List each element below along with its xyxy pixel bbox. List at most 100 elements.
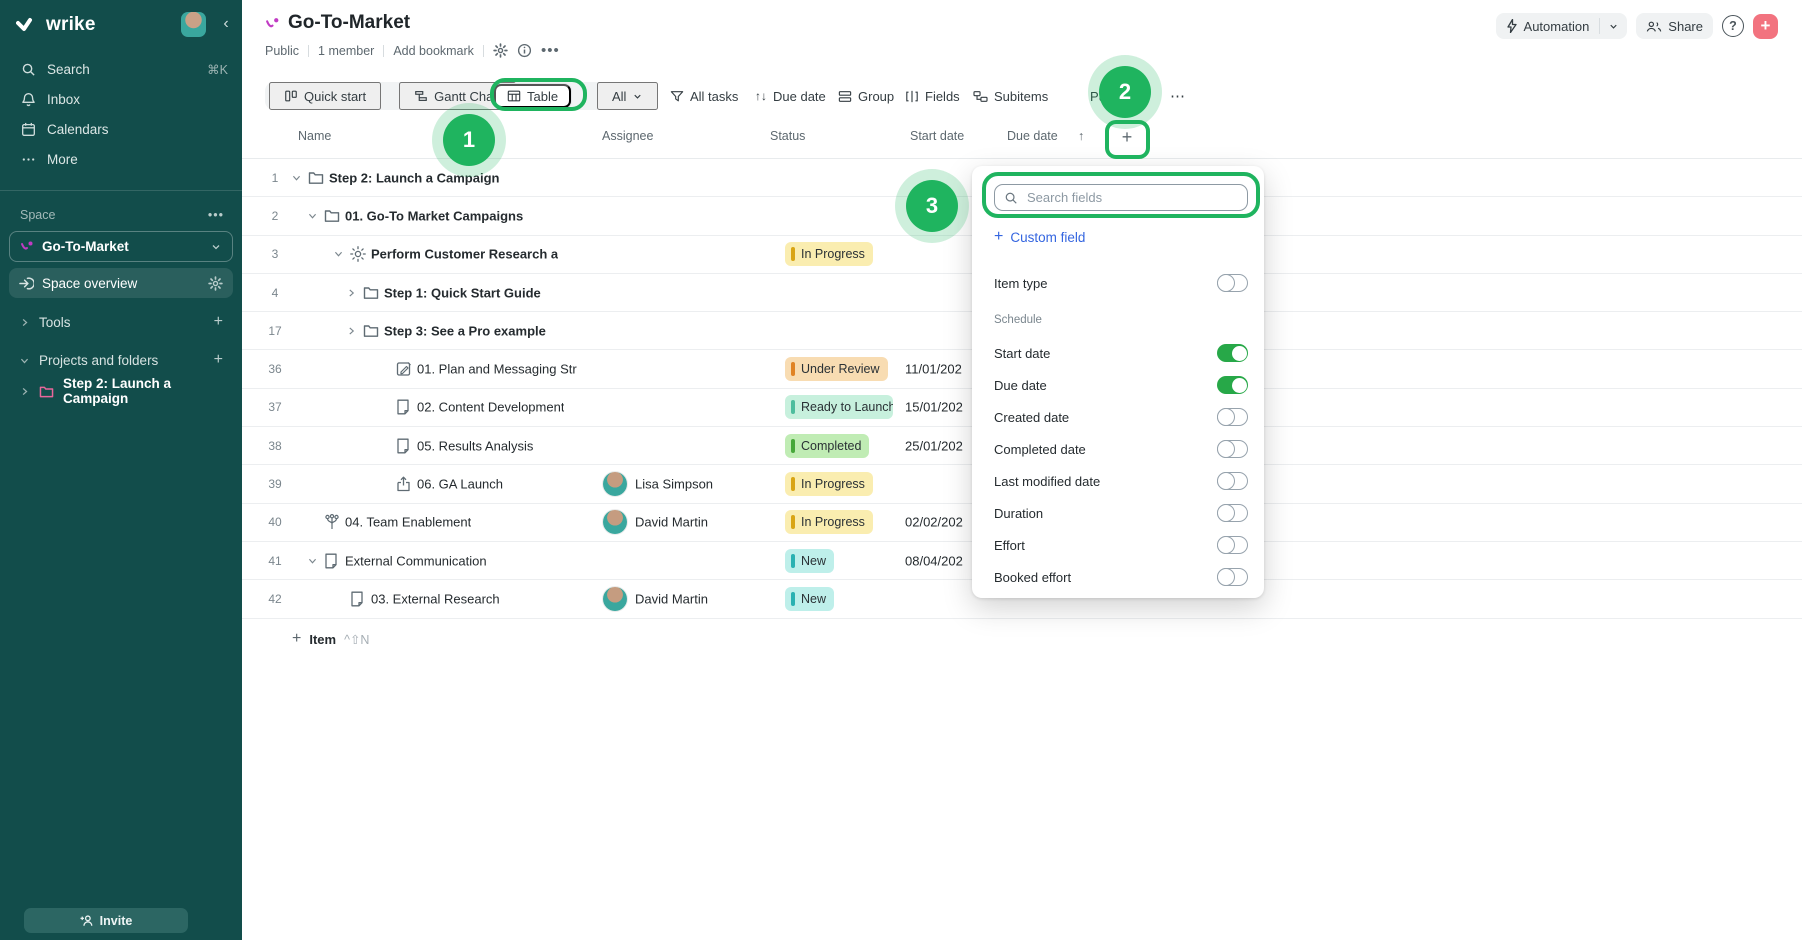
more-options-icon[interactable]: ••• (540, 42, 560, 59)
chevron-right-icon (19, 386, 30, 397)
create-new-button[interactable]: + (1753, 13, 1778, 39)
gear-icon[interactable] (208, 275, 223, 291)
assignee-avatar[interactable] (603, 472, 627, 497)
add-bookmark-link[interactable]: Add bookmark (393, 43, 474, 58)
share-button[interactable]: Share (1636, 13, 1713, 39)
column-header-due-date[interactable]: Due date (1007, 129, 1058, 143)
status-badge[interactable]: Completed (785, 433, 870, 458)
automation-button[interactable]: Automation (1496, 13, 1600, 39)
toolbar-more-icon[interactable]: ⋯ (1170, 88, 1186, 105)
status-badge[interactable]: In Progress (785, 472, 873, 497)
tab-table[interactable]: Table (494, 84, 572, 108)
status-badge[interactable]: New (785, 548, 835, 573)
task-name[interactable]: Perform Customer Research a (371, 246, 559, 262)
field-toggle[interactable] (1217, 535, 1248, 554)
sidebar-item-more[interactable]: More (0, 144, 242, 174)
sidebar-item-tools[interactable]: Tools + (9, 308, 233, 336)
sidebar-item-projects-and-folders[interactable]: Projects and folders + (9, 346, 233, 374)
gantt-chart-icon (414, 89, 428, 103)
sidebar-item-project-step2[interactable]: Step 2: Launch a Campaign (9, 376, 233, 406)
column-header-assignee[interactable]: Assignee (602, 129, 654, 143)
task-name[interactable]: 02. Content Development (417, 399, 565, 415)
space-selector[interactable]: Go-To-Market (9, 231, 233, 262)
wrike-logo[interactable]: wrike (16, 14, 96, 36)
table-row[interactable]: 42 03. External Research David Martin New (242, 580, 1802, 619)
field-toggle[interactable] (1217, 439, 1248, 458)
column-header-name[interactable]: Name (298, 129, 332, 143)
status-badge[interactable]: New (785, 586, 835, 611)
add-column-button[interactable]: + (1121, 126, 1133, 147)
fields-search-box[interactable] (994, 184, 1248, 211)
group-button[interactable]: Group (838, 82, 894, 110)
field-toggle[interactable] (1217, 344, 1248, 362)
add-custom-field-link[interactable]: + Custom field (994, 228, 1086, 245)
sidebar-divider (0, 190, 242, 191)
task-name[interactable]: 01. Plan and Messaging Str (417, 361, 577, 377)
automation-split-button: Automation (1495, 13, 1628, 39)
assignee-avatar[interactable] (603, 586, 627, 611)
status-badge[interactable]: In Progress (785, 510, 873, 535)
add-item-button[interactable]: + Item ^⇧N (292, 630, 369, 648)
start-date-cell[interactable]: 08/04/202 (905, 553, 963, 569)
view-filter-dropdown[interactable]: All (597, 82, 659, 110)
status-badge[interactable]: Under Review (785, 357, 888, 382)
task-name[interactable]: 03. External Research (371, 591, 500, 607)
doc-edit-icon (396, 361, 412, 377)
sidebar-item-calendars[interactable]: Calendars (0, 114, 242, 144)
invite-button[interactable]: Invite (24, 908, 188, 933)
chevron-down-icon[interactable] (307, 210, 318, 221)
field-toggle[interactable] (1217, 376, 1248, 394)
field-toggle[interactable] (1217, 407, 1248, 426)
help-button[interactable]: ? (1722, 15, 1744, 37)
column-header-start-date[interactable]: Start date (910, 129, 965, 143)
fields-search-input[interactable] (1025, 189, 1238, 206)
task-name[interactable]: Step 1: Quick Start Guide (384, 285, 541, 301)
sidebar-item-search[interactable]: Search ⌘K (0, 54, 242, 84)
automation-dropdown-chevron[interactable] (1600, 13, 1627, 39)
field-toggle[interactable] (1217, 273, 1248, 292)
task-name[interactable]: Step 2: Launch a Campaign (329, 170, 500, 186)
task-name[interactable]: 01. Go-To Market Campaigns (345, 208, 524, 224)
chevron-down-icon[interactable] (307, 555, 318, 566)
members-label[interactable]: 1 member (318, 43, 375, 58)
sidebar-collapse-icon[interactable]: ‹ (223, 15, 229, 32)
field-toggle[interactable] (1217, 567, 1248, 586)
space-more-icon[interactable]: ••• (207, 208, 224, 222)
tab-quick-start[interactable]: Quick start (269, 82, 382, 110)
chevron-right-icon[interactable] (346, 325, 357, 336)
sort-button[interactable]: ↑↓ Due date (755, 88, 826, 104)
start-date-cell[interactable]: 02/02/202 (905, 514, 963, 530)
task-name[interactable]: External Communication (345, 553, 487, 569)
user-avatar[interactable] (181, 12, 206, 37)
visibility-label[interactable]: Public (265, 43, 300, 58)
sidebar-item-space-overview[interactable]: Space overview (9, 268, 233, 298)
chevron-down-icon[interactable] (291, 172, 302, 183)
assignee-avatar[interactable] (603, 510, 627, 535)
field-toggle[interactable] (1217, 503, 1248, 522)
chevron-down-icon[interactable] (333, 249, 344, 260)
task-name[interactable]: 04. Team Enablement (345, 514, 472, 530)
row-number: 2 (271, 208, 279, 223)
fields-button[interactable]: Fields (905, 82, 960, 110)
start-date-cell[interactable]: 11/01/202 (905, 361, 962, 377)
settings-gear-icon[interactable] (493, 43, 508, 58)
subitems-button[interactable]: Subitems (973, 82, 1048, 110)
filter-button[interactable]: All tasks (670, 82, 738, 110)
task-name[interactable]: 05. Results Analysis (417, 438, 534, 454)
start-date-cell[interactable]: 25/01/202 (905, 438, 963, 454)
field-toggle[interactable] (1217, 471, 1248, 490)
sidebar-item-inbox[interactable]: Inbox (0, 84, 242, 114)
field-label: Duration (994, 505, 1044, 521)
status-badge[interactable]: Ready to Launch (785, 395, 893, 420)
info-icon[interactable] (517, 43, 532, 58)
status-badge[interactable]: In Progress (785, 242, 873, 267)
public-link-button[interactable]: Public link (1090, 88, 1149, 104)
chevron-right-icon[interactable] (346, 287, 357, 298)
task-name[interactable]: Step 3: See a Pro example (384, 323, 546, 339)
plus-icon: + (994, 228, 1004, 245)
add-tool-icon[interactable]: + (213, 313, 223, 330)
add-project-icon[interactable]: + (213, 351, 223, 368)
column-header-status[interactable]: Status (770, 129, 806, 143)
start-date-cell[interactable]: 15/01/202 (905, 399, 963, 415)
task-name[interactable]: 06. GA Launch (417, 476, 504, 492)
